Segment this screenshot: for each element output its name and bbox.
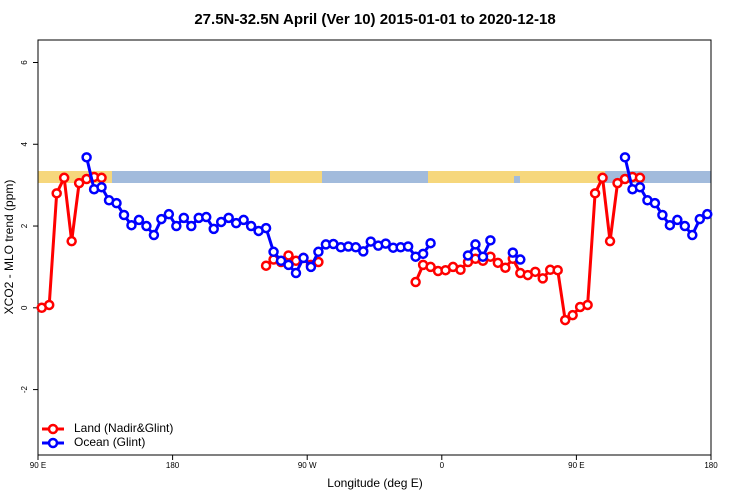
data-point (470, 239, 481, 250)
x-tick-label: 180 (704, 461, 718, 470)
data-point (604, 235, 616, 247)
data-point (141, 220, 152, 232)
data-point (275, 255, 287, 267)
data-point (552, 264, 563, 276)
data-point (410, 276, 421, 288)
data-point (679, 220, 691, 232)
x-tick-label: 90 E (30, 461, 46, 470)
y-tick-label: 6 (20, 60, 29, 65)
data-point (619, 152, 631, 163)
x-tick-label: 90 E (568, 461, 584, 470)
land-strip (270, 171, 322, 183)
x-tick-label: 0 (440, 461, 445, 470)
data-point (358, 246, 369, 257)
data-point (208, 223, 219, 235)
data-point (634, 172, 646, 184)
y-tick-label: -2 (20, 385, 29, 393)
data-point (612, 177, 623, 189)
data-point (305, 261, 317, 273)
data-point (702, 208, 713, 220)
y-tick-label: 0 (20, 305, 29, 310)
data-point (402, 241, 414, 252)
data-point (559, 314, 571, 326)
data-point (223, 212, 234, 224)
map-strip (38, 171, 711, 183)
data-point (365, 236, 377, 247)
data-point (81, 152, 92, 163)
data-point (567, 309, 578, 321)
data-point (268, 246, 279, 258)
data-point (73, 177, 85, 189)
data-point (163, 208, 175, 220)
data-point (171, 220, 182, 232)
data-point (694, 213, 706, 225)
data-point (245, 220, 257, 232)
data-point (260, 222, 272, 234)
data-point (500, 262, 511, 273)
data-point (425, 261, 436, 273)
data-point (148, 229, 160, 241)
legend-label: Ocean (Glint) (74, 435, 145, 449)
data-point (687, 229, 698, 241)
data-point (507, 247, 519, 258)
data-point (178, 212, 190, 224)
ocean-strip (38, 171, 711, 183)
data-point (515, 254, 526, 265)
data-point (186, 220, 197, 232)
plot-frame (37, 39, 712, 456)
data-point (133, 214, 145, 226)
data-point (283, 250, 294, 261)
data-point (96, 181, 107, 193)
data-point (537, 273, 548, 284)
data-point (672, 214, 683, 226)
data-point (455, 264, 466, 276)
chart-title: 27.5N-32.5N April (Ver 10) 2015-01-01 to… (194, 11, 555, 28)
data-point (96, 172, 107, 184)
legend: Land (Nadir&Glint)Ocean (Glint) (42, 421, 173, 449)
data-point (530, 266, 541, 278)
data-point (43, 299, 55, 311)
data-point (425, 237, 436, 249)
data-point (350, 242, 362, 253)
legend-marker (47, 437, 59, 449)
data-point (156, 213, 167, 225)
data-point (597, 172, 608, 184)
data-point (298, 252, 309, 264)
y-tick-label: 4 (20, 141, 29, 146)
data-point (51, 188, 62, 199)
data-point (283, 259, 294, 271)
ocean-strip (514, 176, 520, 183)
data-point (582, 299, 593, 311)
x-tick-label: 180 (166, 461, 180, 470)
data-point (477, 251, 489, 262)
data-point (260, 260, 272, 271)
data-point (634, 181, 646, 193)
data-point (215, 216, 227, 228)
data-point (664, 219, 676, 231)
data-point (238, 214, 249, 226)
data-point (485, 235, 496, 246)
data-point (126, 219, 137, 231)
data-point (589, 188, 601, 199)
data-point (58, 172, 70, 184)
data-point (492, 257, 504, 269)
data-point (649, 197, 661, 209)
x-tick-label: 90 W (298, 461, 317, 470)
data-point (111, 197, 122, 209)
data-point (657, 209, 668, 221)
data-point (462, 250, 474, 261)
legend-label: Land (Nadir&Glint) (74, 421, 173, 435)
y-tick-label: 2 (20, 223, 29, 228)
data-point (380, 238, 391, 249)
data-point (66, 235, 77, 247)
data-point (290, 267, 302, 279)
data-point (313, 246, 324, 258)
data-point (417, 248, 429, 260)
legend-marker (47, 423, 59, 435)
x-axis-label: Longitude (deg E) (327, 476, 422, 490)
data-point (118, 209, 130, 221)
y-axis-label: XCO2 - MLO trend (ppm) (2, 180, 16, 315)
data-point (201, 211, 212, 223)
